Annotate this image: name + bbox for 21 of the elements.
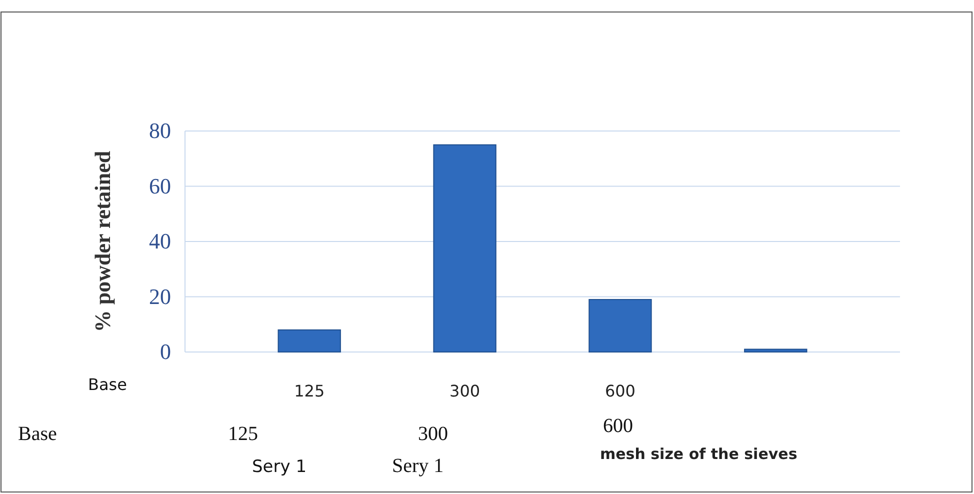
text: Sery 1 xyxy=(252,457,307,477)
x-axis-title: mesh size of the sieves xyxy=(600,445,798,463)
bar xyxy=(588,299,652,352)
text: 600 xyxy=(603,415,633,437)
y-axis-title: % powder retained xyxy=(90,150,115,332)
bar xyxy=(433,144,496,352)
text: Sery 1 xyxy=(392,455,444,477)
y-tick-label: 80 xyxy=(149,118,171,144)
y-tick-label: 20 xyxy=(149,284,171,309)
text: Base xyxy=(18,423,57,445)
text: Base xyxy=(88,375,127,394)
x-tick-label: 600 xyxy=(604,381,636,400)
x-tick-label: 125 xyxy=(294,381,325,400)
bar xyxy=(278,329,341,352)
bar xyxy=(744,348,808,352)
text: 300 xyxy=(418,423,448,445)
y-tick-label: 40 xyxy=(149,228,171,254)
y-tick-label: 60 xyxy=(149,173,171,198)
text: 125 xyxy=(228,423,258,445)
x-tick-label: 300 xyxy=(450,381,480,400)
y-tick-label: 0 xyxy=(160,339,171,364)
